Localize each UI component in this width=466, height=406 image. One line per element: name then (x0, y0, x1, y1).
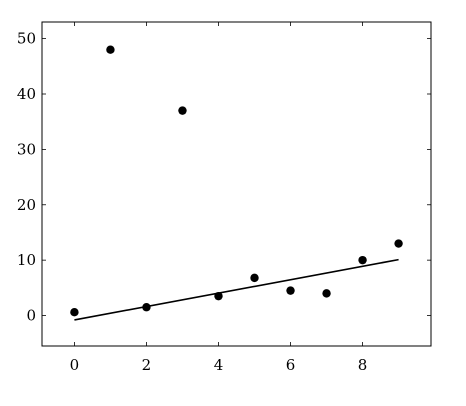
y-tick-labels: 0 10 20 30 40 50 (17, 30, 36, 325)
x-tick-label: 2 (142, 356, 152, 374)
x-tick-label: 4 (214, 356, 224, 374)
data-point (286, 286, 295, 295)
y-tick-label: 40 (17, 85, 36, 103)
x-tick-label: 8 (358, 356, 368, 374)
y-tick-label: 10 (17, 251, 36, 269)
y-tick-label: 0 (26, 307, 36, 325)
y-tick-label: 20 (17, 196, 36, 214)
data-point (178, 106, 187, 115)
data-point (322, 289, 331, 298)
y-tick-label: 30 (17, 140, 36, 158)
ticks-layer (42, 22, 431, 346)
fit-line-layer (74, 258, 399, 321)
data-point (250, 273, 259, 283)
y-tick-label: 50 (17, 30, 36, 48)
data-point (214, 291, 223, 301)
fit-line (74, 258, 399, 321)
plot-frame (41, 21, 432, 347)
points-layer (70, 45, 403, 317)
x-tick-label: 0 (70, 356, 80, 374)
data-point (70, 308, 79, 317)
data-point (106, 45, 115, 54)
x-tick-label: 6 (286, 356, 296, 374)
data-point (358, 255, 367, 265)
data-point (394, 239, 403, 248)
data-point (142, 303, 151, 312)
x-tick-labels: 0 2 4 6 8 (70, 356, 368, 374)
